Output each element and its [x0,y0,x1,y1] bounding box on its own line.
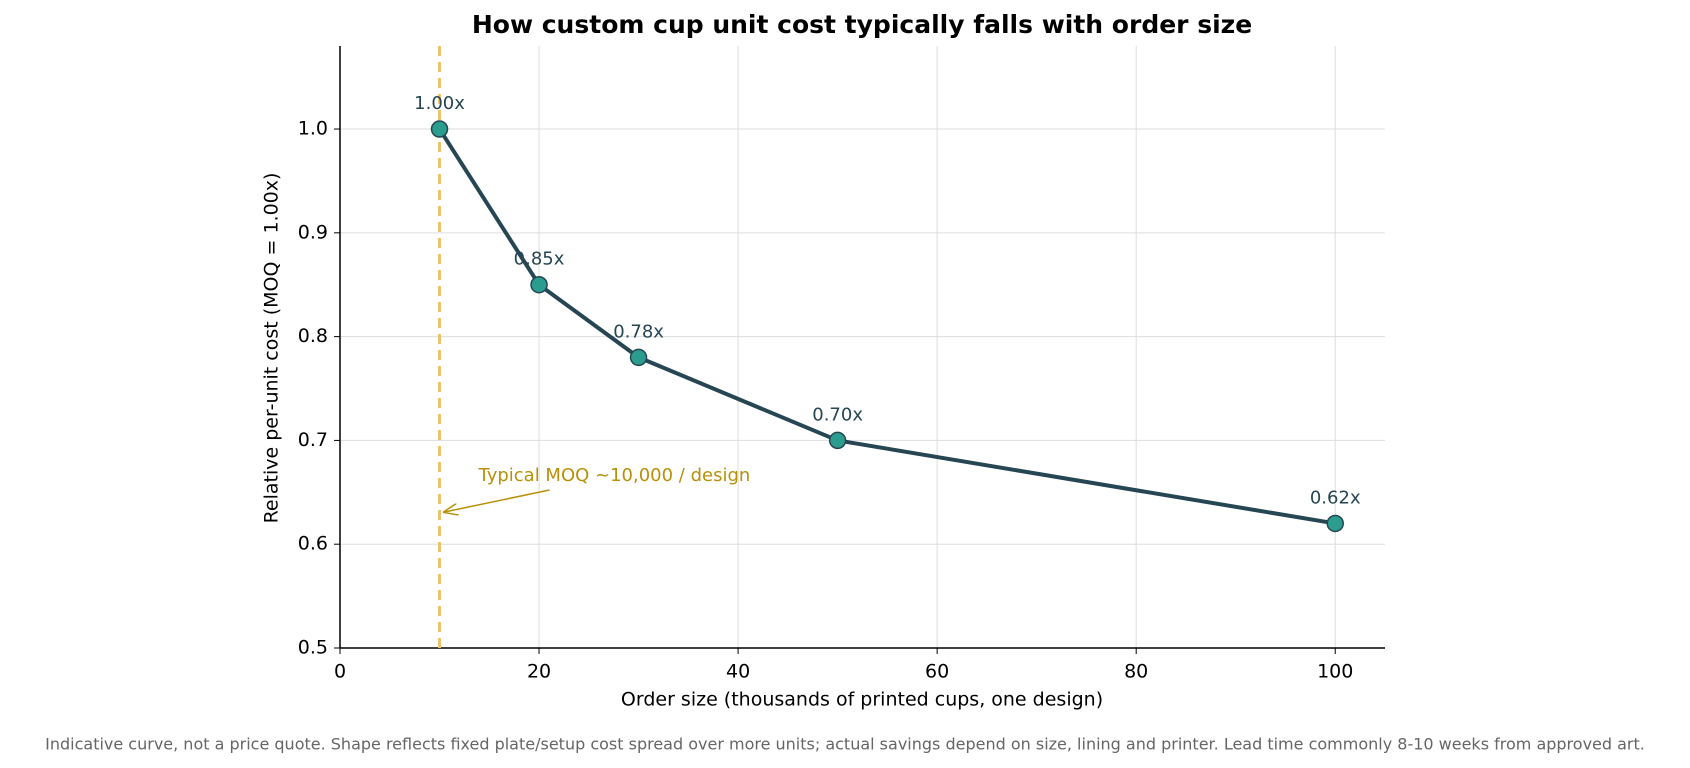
x-tick-label: 100 [1317,661,1353,683]
y-tick-label: 1.0 [298,118,328,140]
x-tick-label: 20 [527,661,551,683]
annotation: Typical MOQ ~10,000 / design [478,465,751,486]
marker [629,348,648,367]
y-tick-label: 0.8 [298,325,328,347]
y-tick-label: 0.6 [298,533,328,555]
x-tick-label: 40 [726,661,750,683]
x-axis-label: Order size (thousands of printed cups, o… [621,689,1103,711]
footnote: Indicative curve, not a price quote. Sha… [45,735,1645,754]
x-tick-label: 0 [334,661,346,683]
y-tick-label: 0.5 [298,637,328,659]
marker [530,275,548,294]
y-tick-label: 0.9 [298,221,328,243]
x-tick-label: 80 [1124,661,1148,683]
data-label: 0.62x [1310,487,1361,508]
chart-title: How custom cup unit cost typically falls… [472,10,1252,39]
x-tick-label: 60 [925,661,949,683]
y-tick-label: 0.7 [298,429,328,451]
data-label: 0.85x [514,249,565,270]
marker [430,120,449,138]
y-axis-label: Relative per-unit cost (MOQ = 1.00x) [261,173,283,524]
marker [828,431,847,450]
marker [1326,514,1344,533]
annotation-arrow [445,489,550,512]
data-label: 0.70x [812,404,863,425]
data-label: 0.78x [613,321,664,342]
data-label: 1.00x [414,93,465,114]
